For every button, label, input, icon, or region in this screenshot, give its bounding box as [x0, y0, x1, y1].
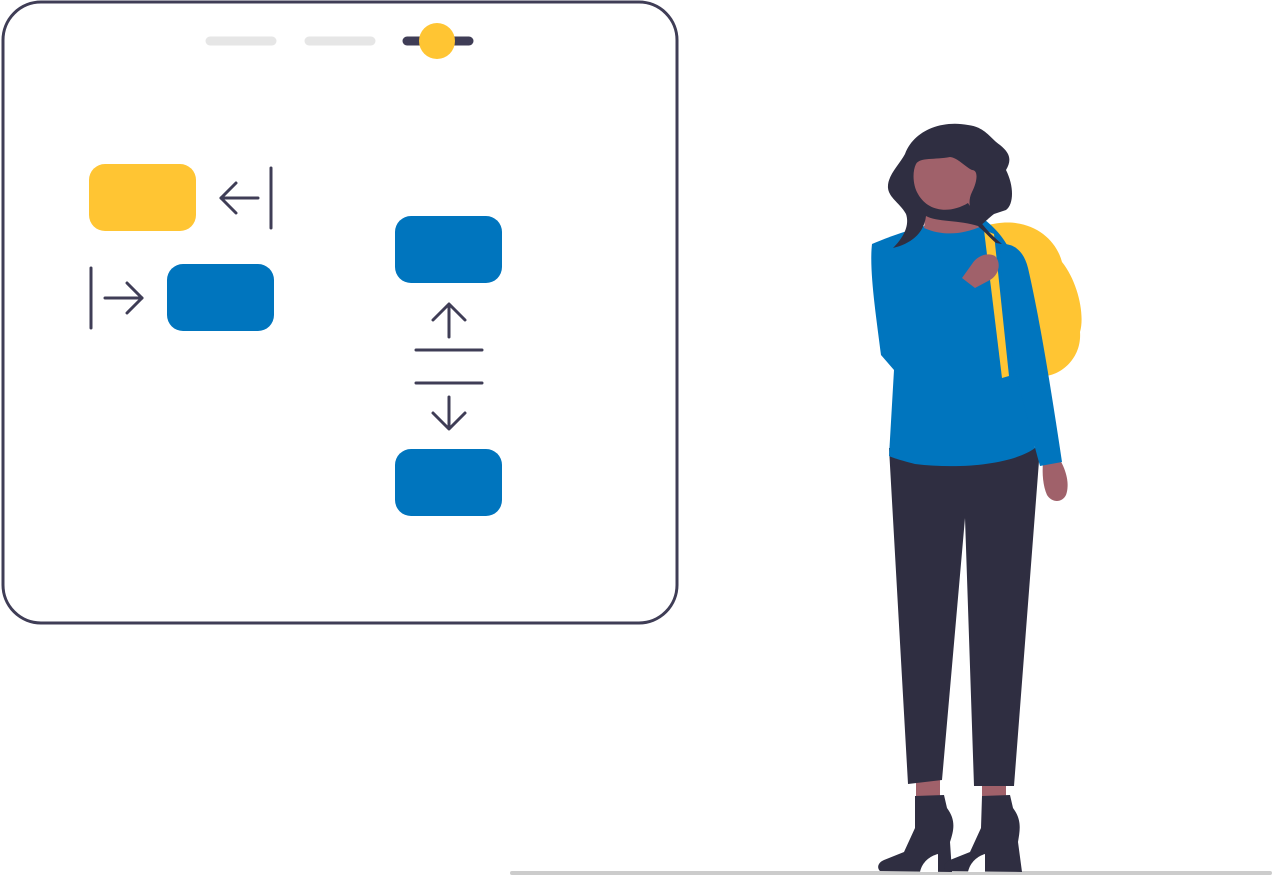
- yellow-block[interactable]: [89, 164, 196, 231]
- left-shoe: [878, 795, 954, 872]
- hair: [887, 123, 1012, 248]
- segment-slider[interactable]: [205, 23, 474, 59]
- blue-block-left[interactable]: [167, 264, 274, 331]
- trousers: [889, 448, 1040, 786]
- left-shoe-gap: [920, 854, 938, 872]
- right-shoe: [944, 795, 1022, 872]
- right-shoe-gap: [968, 854, 985, 872]
- blue-block-bottom[interactable]: [395, 449, 502, 516]
- slider-knob[interactable]: [419, 23, 455, 59]
- arrow-up-from-line-icon: [414, 302, 484, 352]
- arrow-right-from-bar-icon: [89, 266, 144, 330]
- arrow-down-from-line-icon: [414, 381, 484, 431]
- board-frame: [1, 0, 679, 625]
- arrow-left-to-bar-icon: [219, 166, 273, 230]
- person-figure: [871, 123, 1082, 872]
- left-ankle: [916, 778, 940, 798]
- sweater-sleeve: [1000, 243, 1062, 466]
- board: [1, 0, 679, 625]
- raised-hand: [962, 254, 999, 288]
- blue-block-top[interactable]: [395, 216, 502, 283]
- right-hand: [1042, 460, 1068, 501]
